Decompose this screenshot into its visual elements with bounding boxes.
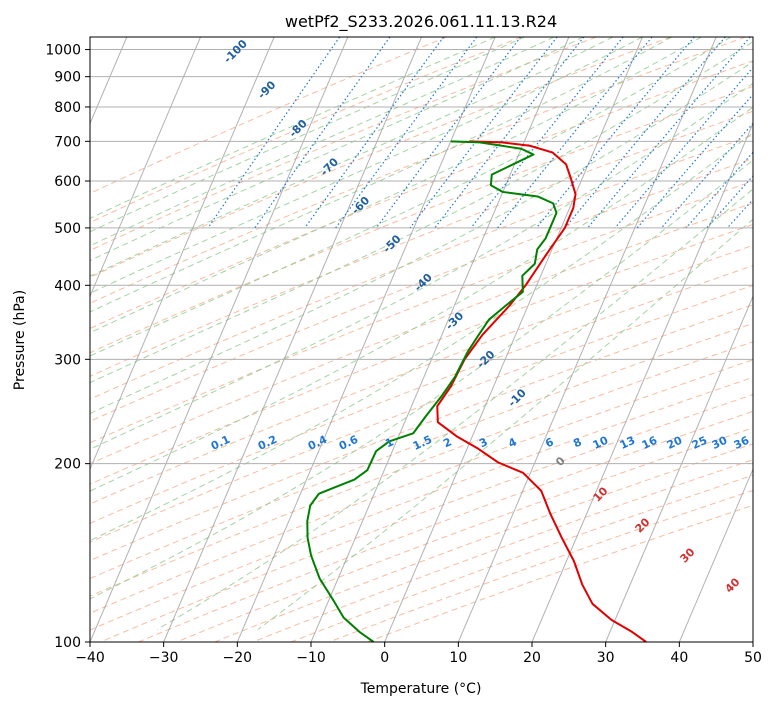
x-tick-label: 40 [670, 650, 688, 666]
mixing-ratio-label: 20 [665, 434, 685, 452]
mixing-ratio-label: 25 [690, 434, 709, 452]
mixing-ratio-line [587, 37, 751, 229]
y-tick-label: 700 [54, 134, 81, 150]
moist-adiabat-line [156, 188, 753, 630]
x-tick-label: −30 [149, 650, 179, 666]
dry-adiabat-line [90, 157, 753, 422]
y-axis-label: Pressure (hPa) [12, 290, 28, 390]
y-tick-label: 1000 [45, 43, 81, 59]
dry-adiabat-line [90, 60, 753, 329]
dry-adiabat-line [90, 134, 753, 400]
y-tick-label: 100 [54, 635, 81, 651]
mixing-ratio-line [434, 37, 585, 229]
x-tick-label: −10 [296, 650, 326, 666]
dry-adiabat-line [90, 376, 753, 631]
y-tick-label: 900 [54, 70, 81, 86]
moist-adiabat-line [90, 61, 753, 415]
mixing-ratio-line [497, 37, 653, 229]
dry-adiabat-line [214, 443, 753, 642]
moist-adiabat-line [90, 106, 753, 492]
y-tick-label: 400 [54, 278, 81, 294]
dry-adiabat-line [100, 393, 753, 642]
moist-adiabat-line [90, 37, 496, 219]
moist-adiabat-line [90, 37, 732, 357]
isotherm-line [384, 37, 643, 642]
y-tick-label: 800 [54, 100, 81, 116]
x-tick-label: 10 [449, 650, 467, 666]
mixing-ratio-line [564, 37, 726, 229]
dry-adiabat-line [90, 37, 597, 251]
moist-adiabat-line [90, 82, 753, 450]
y-tick-label: 600 [54, 174, 81, 190]
dry-adiabat-line [90, 180, 753, 444]
x-tick-label: 50 [744, 650, 762, 666]
dry-adiabat-line [90, 202, 753, 465]
moist-adiabat-line [90, 132, 753, 542]
isotherm-line [531, 122, 753, 642]
isotherm-line [90, 37, 275, 471]
dry-adiabat-line [90, 341, 753, 597]
moist-adiabat-line [90, 37, 555, 247]
temperature-profile-line [436, 140, 647, 642]
mixing-ratio-line [375, 37, 522, 229]
x-tick-label: −40 [75, 650, 105, 666]
dewpoint-profile-line [306, 140, 558, 642]
x-tick-label: 30 [597, 650, 615, 666]
dry-adiabat-line [90, 322, 753, 580]
isotherm-line [605, 295, 753, 642]
dry-adiabat-line [90, 359, 753, 614]
dry-adiabat-line [90, 244, 753, 505]
dry-adiabat-line [90, 284, 753, 543]
mixing-ratio-label: 10 [591, 434, 611, 452]
isotherm-line [90, 37, 349, 642]
isotherm-line [457, 37, 717, 642]
isotherm-line [163, 37, 422, 642]
dry-adiabat-line [176, 427, 753, 642]
mixing-ratio-label: 30 [710, 434, 730, 452]
mixing-ratio-line [470, 37, 624, 229]
isotherm-line [678, 467, 753, 642]
y-tick-label: 200 [54, 457, 81, 473]
moist-adiabat-line [90, 37, 525, 233]
moist-adiabat-line [90, 37, 673, 313]
chart-title: wetPf2_S233.2026.061.11.13.R24 [285, 12, 557, 32]
mixing-ratio-label: 36 [732, 434, 752, 452]
x-tick-label: −20 [223, 650, 253, 666]
isotherm-line [310, 37, 570, 642]
y-tick-label: 500 [54, 221, 81, 237]
mixing-ratio-line [304, 37, 445, 229]
mixing-ratio-line [536, 37, 695, 229]
dry-adiabat-line [90, 304, 753, 562]
x-tick-label: 0 [380, 650, 389, 666]
mixing-ratio-label: 13 [618, 434, 637, 452]
moist-adiabat-line [90, 41, 753, 384]
isotherm-line [236, 37, 496, 642]
dry-adiabat-line [90, 85, 753, 354]
x-tick-label: 20 [523, 650, 541, 666]
plot-frame [89, 36, 754, 643]
moist-adiabat-line [90, 37, 643, 294]
moist-adiabat-line [90, 37, 584, 262]
dry-adiabat-line [90, 265, 753, 524]
moist-adiabat-line [90, 37, 702, 334]
x-axis-label: Temperature (°C) [360, 681, 482, 697]
mixing-ratio-label: 16 [640, 434, 660, 452]
y-tick-label: 300 [54, 352, 81, 368]
dry-adiabat-line [90, 37, 522, 224]
mixing-ratio-line [207, 37, 341, 229]
mixing-ratio-line [254, 37, 391, 229]
dry-adiabat-line [138, 410, 753, 642]
mixing-ratio-line [409, 37, 558, 229]
dry-adiabat-line [90, 37, 746, 304]
dry-adiabat-line [90, 110, 753, 377]
isotherm-line [90, 37, 201, 298]
mixing-ratio-line [660, 122, 753, 229]
